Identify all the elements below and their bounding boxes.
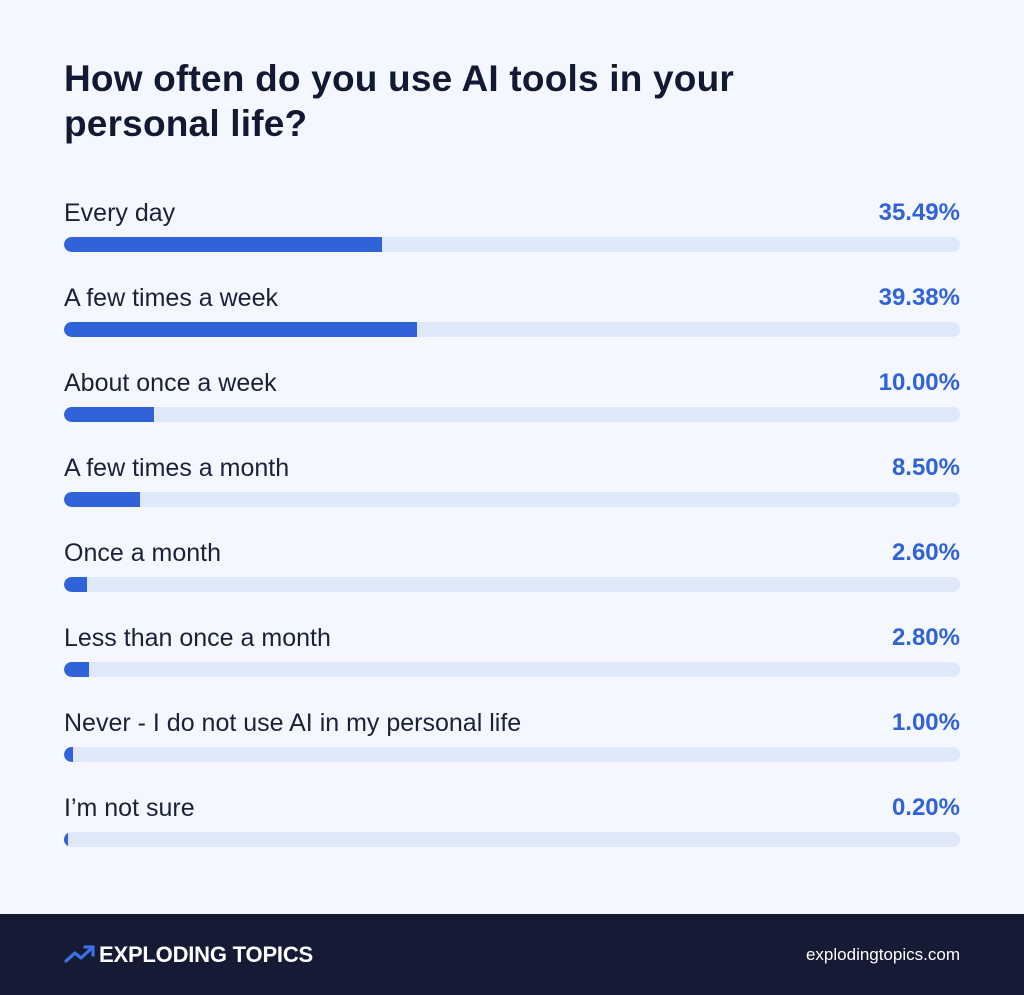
trending-up-arrow-icon: [64, 945, 95, 963]
bar-label: Less than once a month: [64, 624, 331, 652]
bar-label: I’m not sure: [64, 794, 195, 822]
bar-value-label: 2.80%: [891, 624, 960, 651]
bar-row: A few times a week 39.38%: [64, 279, 960, 364]
footer: EXPLODING TOPICS explodingtopics.com: [0, 914, 1024, 995]
bar-label: About once a week: [64, 369, 277, 397]
bar-row: Every day 35.49%: [64, 194, 960, 279]
bar-value-label: 0.20%: [891, 794, 960, 821]
bar-row: Less than once a month 2.80%: [64, 619, 960, 704]
bar-label: Every day: [64, 199, 176, 227]
bar-fill: [64, 322, 417, 337]
chart-title: How often do you use AI tools in your pe…: [64, 58, 734, 144]
site-url: explodingtopics.com: [805, 945, 960, 964]
bar-fill: [64, 832, 68, 847]
chart-card: How often do you use AI tools in your pe…: [64, 58, 960, 874]
bar-fill: [64, 577, 88, 592]
bar-value-label: 39.38%: [878, 284, 960, 311]
bar-value-label: 35.49%: [878, 199, 960, 226]
bar-value-label: 8.50%: [891, 454, 960, 481]
bar-track: [64, 832, 960, 847]
bar-track: [64, 492, 960, 507]
brand: EXPLODING TOPICS: [64, 941, 313, 969]
bar-track: [64, 322, 960, 337]
bar-label: Never - I do not use AI in my personal l…: [64, 709, 522, 737]
bar-row: About once a week 10.00%: [64, 364, 960, 449]
bar-fill: [64, 407, 154, 422]
brand-name: EXPLODING TOPICS: [99, 942, 313, 967]
bar-value-label: 1.00%: [891, 709, 960, 736]
bar-value-label: 10.00%: [878, 369, 960, 396]
bar-fill: [64, 662, 90, 677]
bar-track: [64, 577, 960, 592]
bar-fill: [64, 237, 382, 252]
bar-row: Never - I do not use AI in my personal l…: [64, 704, 960, 789]
bar-list: Every day 35.49% A few times a week 39.38% A…: [64, 194, 960, 874]
bar-track: [64, 662, 960, 677]
bar-value-label: 2.60%: [891, 539, 960, 566]
bar-row: I’m not sure 0.20%: [64, 789, 960, 874]
bar-row: Once a month 2.60%: [64, 534, 960, 619]
bar-row: A few times a month 8.50%: [64, 449, 960, 534]
bar-label: A few times a week: [64, 284, 278, 312]
bar-track: [64, 747, 960, 762]
bar-fill: [64, 747, 73, 762]
bar-label: A few times a month: [64, 454, 290, 482]
bar-fill: [64, 492, 141, 507]
bar-track: [64, 407, 960, 422]
bar-track: [64, 237, 960, 252]
bar-label: Once a month: [64, 539, 222, 567]
